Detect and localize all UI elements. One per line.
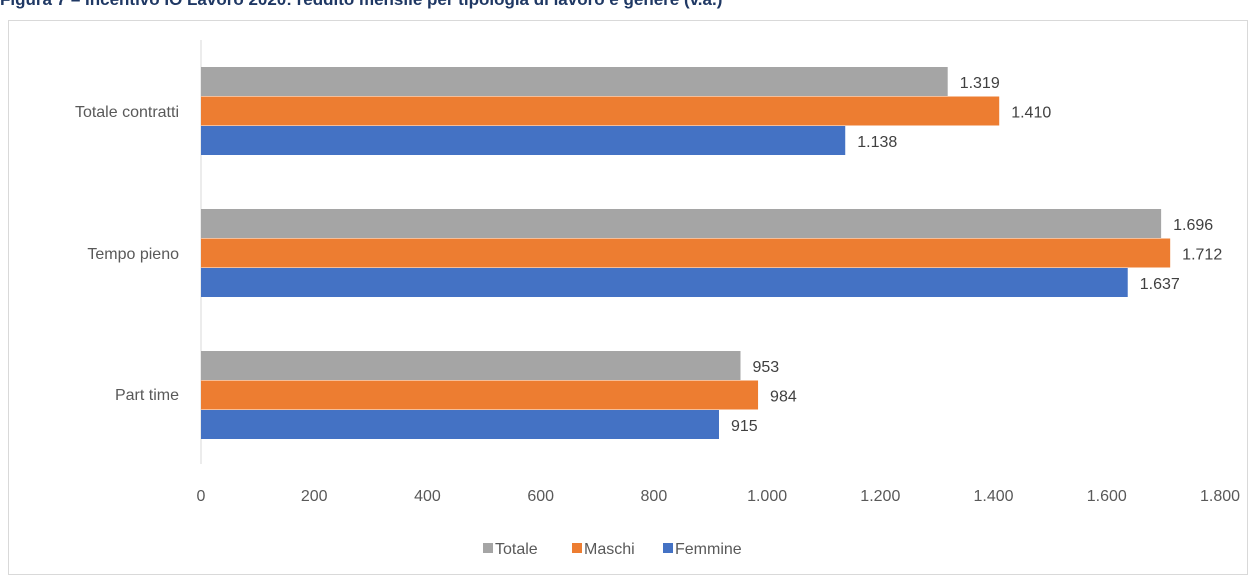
bar <box>201 126 846 155</box>
category-label: Totale contratti <box>75 104 179 121</box>
category-label: Tempo pieno <box>87 246 179 263</box>
x-tick-label: 1.800 <box>1200 488 1240 505</box>
bar <box>201 268 1128 297</box>
data-label: 915 <box>731 418 758 435</box>
figure-title: Figura 7 – Incentivo IO Lavoro 2020: red… <box>0 0 1255 14</box>
bar <box>201 351 741 380</box>
legend-label: Maschi <box>584 541 635 558</box>
x-tick-label: 1.200 <box>860 488 900 505</box>
legend-swatch <box>572 543 582 553</box>
x-tick-label: 400 <box>414 488 441 505</box>
legend-swatch <box>483 543 493 553</box>
category-label: Part time <box>115 387 179 404</box>
chart-frame <box>8 20 1248 575</box>
bar <box>201 209 1162 238</box>
x-tick-label: 200 <box>301 488 328 505</box>
data-label: 953 <box>753 359 780 376</box>
bar <box>201 380 759 410</box>
bar <box>201 67 948 96</box>
x-tick-label: 800 <box>641 488 668 505</box>
data-label: 1.712 <box>1182 246 1222 263</box>
bar <box>201 410 719 439</box>
legend-swatch <box>663 543 673 553</box>
data-label: 1.319 <box>960 75 1000 92</box>
legend-label: Totale <box>495 541 538 558</box>
data-label: 984 <box>770 388 797 405</box>
x-tick-label: 1.600 <box>1087 488 1127 505</box>
data-label: 1.138 <box>857 134 897 151</box>
data-label: 1.696 <box>1173 217 1213 234</box>
x-tick-label: 1.400 <box>974 488 1014 505</box>
x-tick-label: 1.000 <box>747 488 787 505</box>
x-tick-label: 600 <box>527 488 554 505</box>
legend-label: Femmine <box>675 541 742 558</box>
data-label: 1.637 <box>1140 276 1180 293</box>
bar <box>201 96 1000 126</box>
x-tick-label: 0 <box>197 488 206 505</box>
data-label: 1.410 <box>1011 104 1051 121</box>
bar <box>201 238 1171 268</box>
